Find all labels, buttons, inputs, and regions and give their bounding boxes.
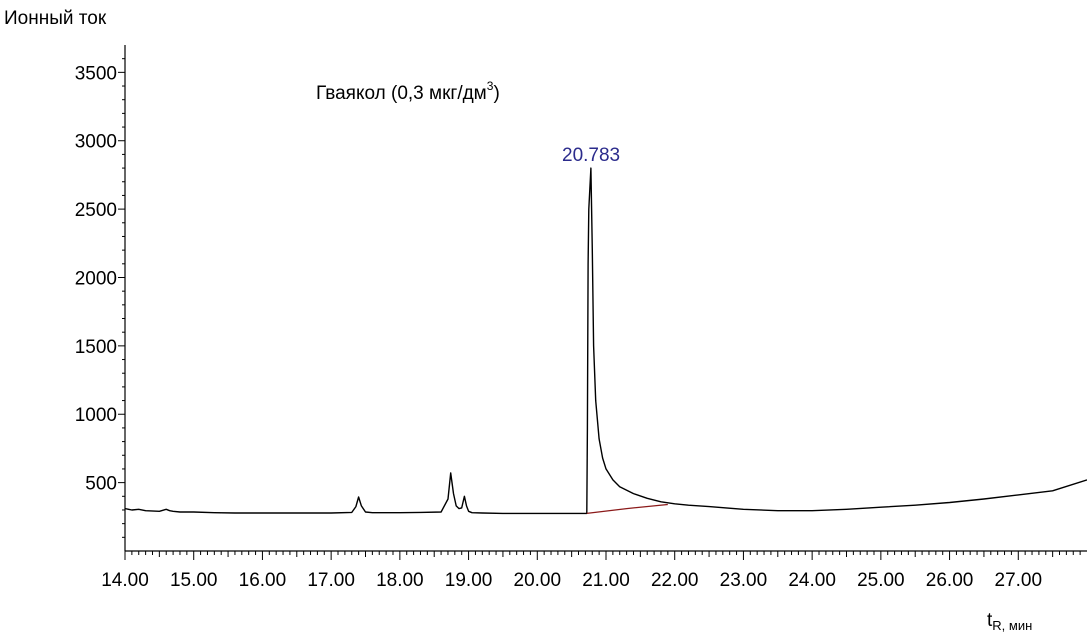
- x-tick-label: 27.00: [995, 570, 1043, 591]
- annotation-superscript: 3: [487, 79, 494, 93]
- x-axis-title-sub: R, мин: [992, 618, 1032, 633]
- compound-annotation: Гваякол (0,3 мкг/дм3): [316, 79, 500, 104]
- annotation-text: Гваякол (0,3 мкг/дм: [316, 83, 487, 104]
- baseline-integration-line: [586, 503, 668, 514]
- y-tick-label: 3500: [75, 63, 117, 84]
- axes-group: 500 1000 1500 2000 2500 3000 3500 14.00 15.00 16.…: [75, 45, 1087, 591]
- x-axis-title: tR, мин: [987, 610, 1032, 633]
- x-tick-label: 24.00: [788, 570, 836, 591]
- y-axis-title: Ионный ток: [4, 8, 107, 29]
- y-tick-label: 1000: [75, 405, 117, 426]
- x-tick-label: 16.00: [239, 570, 287, 591]
- x-tick-label: 14.00: [101, 570, 149, 591]
- y-tick-label: 2500: [75, 200, 117, 221]
- series-group: [124, 167, 1087, 515]
- annotation-close: ): [493, 83, 499, 104]
- x-tick-label: 22.00: [651, 570, 699, 591]
- x-tick-label: 26.00: [926, 570, 974, 591]
- x-tick-label: 23.00: [720, 570, 768, 591]
- labels-group: 20.783: [562, 145, 620, 166]
- y-tick-label: 1500: [75, 337, 117, 358]
- y-tick-label: 3000: [75, 132, 117, 153]
- x-tick-label: 17.00: [307, 570, 355, 591]
- x-tick-label: 21.00: [582, 570, 630, 591]
- chromatogram-trace: [124, 167, 1087, 515]
- y-tick-label: 2000: [75, 268, 117, 289]
- x-tick-label: 15.00: [170, 570, 218, 591]
- y-tick-label: 500: [85, 474, 117, 495]
- peak-retention-label: 20.783: [562, 145, 620, 166]
- x-tick-label: 18.00: [376, 570, 424, 591]
- x-tick-label: 20.00: [514, 570, 562, 591]
- x-tick-label: 19.00: [445, 570, 493, 591]
- x-tick-label: 25.00: [857, 570, 905, 591]
- x-axis-title-main: t: [987, 610, 993, 631]
